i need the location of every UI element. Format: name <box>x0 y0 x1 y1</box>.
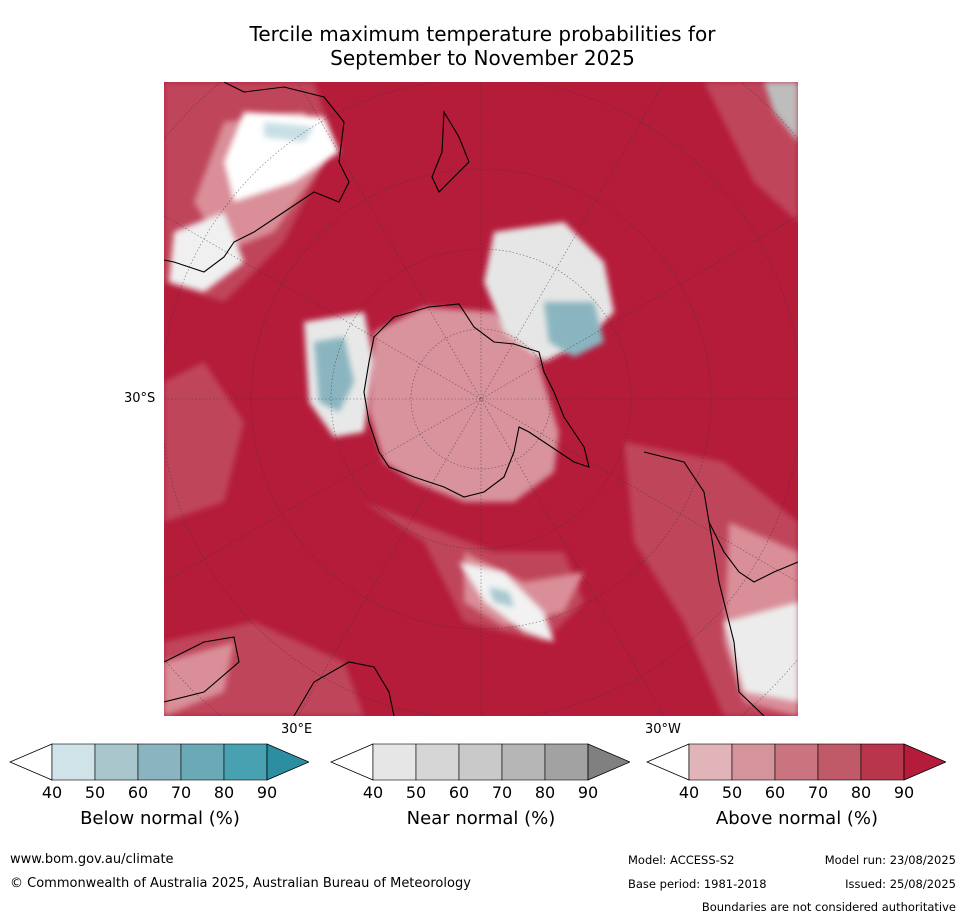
colorbar-segment <box>458 743 503 781</box>
colorbar-segment <box>51 743 96 781</box>
south-america-coast-2 <box>708 521 765 716</box>
colorbar-segment <box>817 743 862 781</box>
colorbar-tick-label: 60 <box>448 783 470 802</box>
footer-boundaries-note: Boundaries are not considered authoritat… <box>701 900 956 914</box>
colorbar-tick-label: 40 <box>41 783 63 802</box>
colorbar-below-normal <box>9 743 309 781</box>
colorbar-tick-label: 60 <box>127 783 149 802</box>
footer-model: Model: ACCESS-S2 <box>628 853 735 867</box>
below-normal-patches <box>264 122 604 607</box>
colorbar-segment <box>501 743 546 781</box>
longitude-label-30w: 30°W <box>645 722 681 737</box>
colorbar-segment <box>544 743 589 781</box>
footer-issued: Issued: 25/08/2025 <box>845 877 956 891</box>
new-zealand-coast <box>431 110 470 193</box>
footer-copyright: © Commonwealth of Australia 2025, Austra… <box>10 876 471 891</box>
colorbar-segment <box>372 743 417 781</box>
colorbar-tick-label: 50 <box>405 783 427 802</box>
longitude-label-30e: 30°E <box>281 722 313 737</box>
south-america-coast <box>643 451 798 583</box>
colorbar-tick-label: 70 <box>807 783 829 802</box>
colorbar-segment <box>731 743 776 781</box>
colorbar-label-above: Above normal (%) <box>715 808 879 829</box>
colorbar-extend-high <box>266 743 309 781</box>
colorbar-label-below: Below normal (%) <box>80 808 240 829</box>
colorbar-near-normal-svg <box>330 743 630 781</box>
chart-title: Tercile maximum temperature probabilitie… <box>0 22 965 70</box>
colorbar-tick-label: 80 <box>213 783 235 802</box>
colorbar-tick-label: 90 <box>577 783 599 802</box>
colorbar-extend-low <box>330 743 374 781</box>
colorbar-label-near: Near normal (%) <box>406 808 556 829</box>
colorbar-tick-label: 60 <box>764 783 786 802</box>
colorbar-tick-label: 70 <box>491 783 513 802</box>
title-line-1: Tercile maximum temperature probabilitie… <box>249 22 716 46</box>
graticule <box>164 82 798 716</box>
latitude-label-30s: 30°S <box>124 391 156 406</box>
polar-probability-map <box>164 82 798 716</box>
coastlines <box>164 82 798 716</box>
colorbar-tick-label: 50 <box>721 783 743 802</box>
colorbar-tick-label: 80 <box>534 783 556 802</box>
colorbar-segment <box>223 743 268 781</box>
colorbar-segment <box>415 743 460 781</box>
colorbar-above-normal <box>646 743 946 781</box>
footer-url: www.bom.gov.au/climate <box>10 852 174 867</box>
colorbar-segment <box>94 743 139 781</box>
colorbar-segment <box>137 743 182 781</box>
colorbar-extend-high <box>903 743 946 781</box>
africa-coast-2 <box>293 661 395 716</box>
colorbar-tick-label: 40 <box>678 783 700 802</box>
colorbar-segment <box>180 743 225 781</box>
antarctic-region <box>369 307 559 502</box>
title-line-2: September to November 2025 <box>330 46 635 70</box>
colorbar-segment <box>688 743 733 781</box>
colorbar-below-normal-svg <box>9 743 309 781</box>
colorbar-tick-label: 40 <box>362 783 384 802</box>
colorbar-tick-label: 90 <box>893 783 915 802</box>
colorbar-segment <box>860 743 905 781</box>
colorbar-above-normal-svg <box>646 743 946 781</box>
colorbar-tick-label: 50 <box>84 783 106 802</box>
colorbar-tick-label: 90 <box>256 783 278 802</box>
colorbar-segment <box>774 743 819 781</box>
colorbar-tick-label: 80 <box>850 783 872 802</box>
colorbar-extend-high <box>587 743 630 781</box>
africa-coast <box>164 636 240 703</box>
antarctica-coast <box>363 303 590 498</box>
footer-model-run: Model run: 23/08/2025 <box>824 853 956 867</box>
australia-coast <box>164 82 350 273</box>
colorbar-tick-label: 70 <box>170 783 192 802</box>
footer-base-period: Base period: 1981-2018 <box>628 877 767 891</box>
colorbar-extend-low <box>9 743 53 781</box>
colorbar-extend-low <box>646 743 690 781</box>
colorbar-near-normal <box>330 743 630 781</box>
